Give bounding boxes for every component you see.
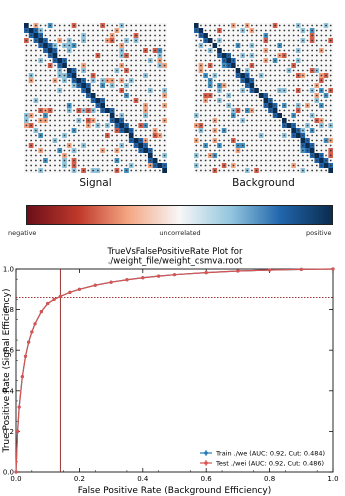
- series-1-point: [23, 354, 28, 358]
- x-tick-label: 0.4: [137, 475, 149, 483]
- series-1-point: [68, 290, 72, 294]
- series-1-point: [268, 268, 272, 272]
- x-axis-label: False Positive Rate (Background Efficien…: [78, 486, 271, 496]
- y-tick-label: 0.0: [3, 469, 14, 477]
- series-1-point: [93, 283, 97, 287]
- legend-entry-0: Train ./we (AUC: 0.92, Cut: 0.484): [215, 450, 325, 458]
- series-1-point: [77, 287, 81, 291]
- series-1-point: [204, 271, 208, 275]
- legend-marker-0: [204, 451, 208, 455]
- series-1-point: [125, 278, 129, 282]
- series-1-point: [27, 340, 31, 344]
- series-1-point: [52, 297, 56, 302]
- series-1-point: [331, 267, 335, 271]
- series-1-point: [299, 267, 303, 272]
- colorbar-negative-label: negative: [8, 229, 37, 237]
- chart-title: TrueVsFalsePositiveRate Plot for ./weight…: [106, 247, 243, 267]
- signal-correlation-heatmap: [24, 23, 167, 173]
- series-1-point: [33, 322, 37, 326]
- roc-chart: TrueVsFalsePositiveRate Plot for ./weight…: [2, 247, 339, 496]
- y-tick-label: 1.0: [3, 266, 14, 274]
- y-tick-label: 0.4: [3, 387, 15, 395]
- series-1-point: [46, 301, 50, 306]
- series-1-point: [15, 429, 20, 433]
- signal-panel-label: Signal: [79, 177, 112, 189]
- background-correlation-heatmap: [194, 23, 333, 173]
- x-tick-label: 1.0: [327, 475, 338, 483]
- y-tick-label: 0.8: [3, 306, 14, 314]
- x-tick-label: 0.6: [201, 475, 213, 483]
- y-tick-label: 0.6: [3, 347, 15, 355]
- series-1-point: [58, 294, 62, 299]
- series-1-point: [17, 405, 21, 409]
- series-1-point: [30, 330, 34, 334]
- x-tick-label: 0.0: [10, 475, 21, 483]
- correlation-colorbar: [26, 205, 333, 225]
- legend-entry-1: Test ./wei (AUC: 0.92, Cut: 0.486): [215, 460, 324, 468]
- series-line-0: [15, 268, 334, 473]
- colorbar-positive-label: positive: [306, 229, 332, 237]
- plot-frame: [15, 268, 334, 473]
- colorbar-uncorrelated-label: uncorrelated: [159, 229, 201, 237]
- series-line-1: [15, 268, 334, 473]
- y-tick-label: 0.2: [3, 428, 14, 436]
- series-1-point: [20, 374, 24, 379]
- y-axis-label: True Positive Rate (Signal Efficiency): [2, 289, 12, 454]
- series-1-point: [236, 269, 240, 273]
- series-1-point: [39, 310, 43, 314]
- legend-marker-1: [204, 461, 208, 465]
- series-1-point: [157, 274, 161, 278]
- x-tick-label: 0.8: [264, 475, 275, 483]
- series-1-point: [109, 280, 113, 284]
- series-1-point: [141, 276, 145, 280]
- x-tick-label: 0.2: [74, 475, 85, 483]
- series-1-point: [14, 470, 18, 474]
- series-1-point: [172, 273, 177, 277]
- background-panel-label: Background: [232, 177, 295, 189]
